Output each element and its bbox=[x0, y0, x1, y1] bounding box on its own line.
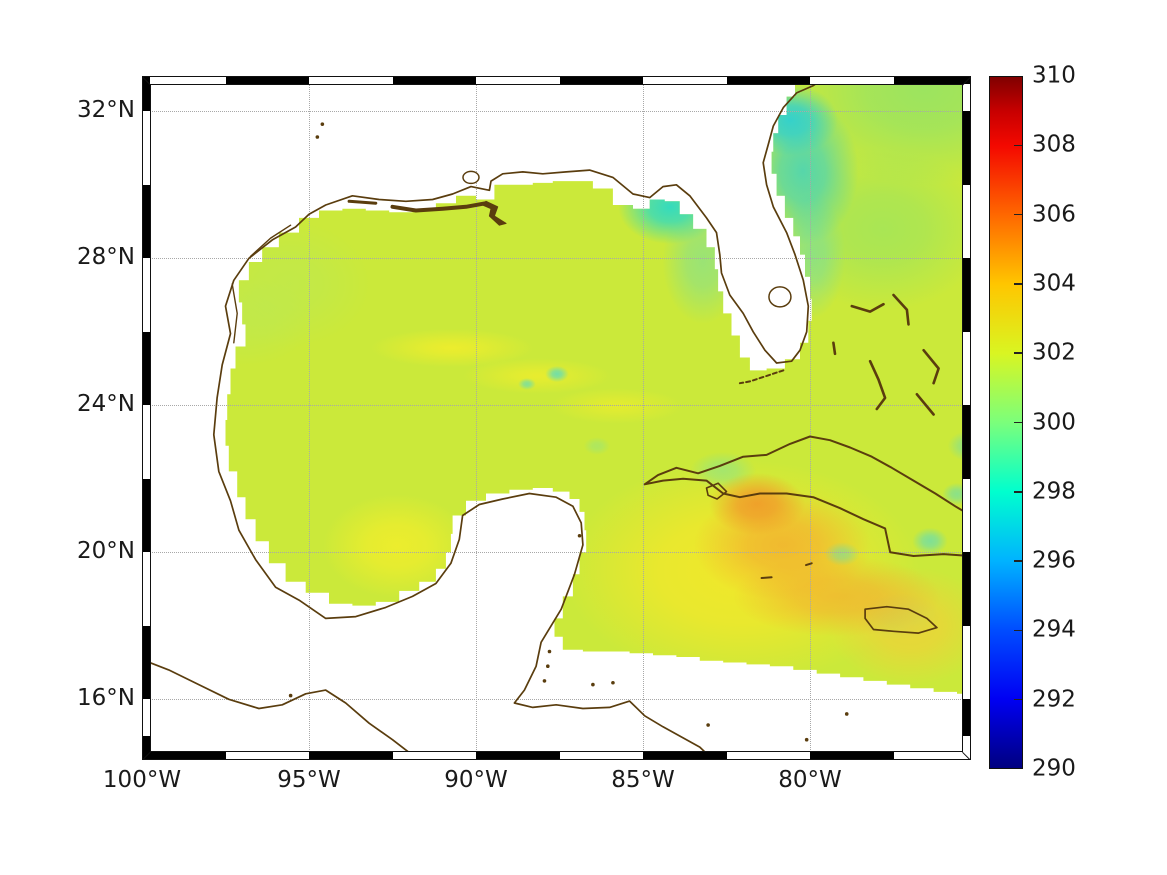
lon-tick-label: 90°W bbox=[444, 767, 508, 793]
coastline-bahamas-island bbox=[832, 341, 837, 356]
colorbar-tickmark bbox=[1014, 213, 1022, 216]
coastline-cayman-islands bbox=[805, 562, 813, 567]
lat-tick-label: 16°N bbox=[77, 685, 135, 712]
islet-dot bbox=[611, 680, 615, 685]
islet-dot bbox=[706, 723, 710, 727]
colorbar-tickmark bbox=[1014, 421, 1022, 424]
islet-dot bbox=[546, 664, 550, 669]
coastline-jamaica bbox=[864, 605, 938, 634]
colorbar-tick-label: 290 bbox=[1032, 755, 1076, 782]
colorbar-tick-label: 302 bbox=[1032, 339, 1076, 366]
colorbar-tick-label: 298 bbox=[1032, 478, 1076, 505]
coastline-gulf-atlantic bbox=[212, 76, 830, 760]
colorbar-tickmark bbox=[1014, 491, 1022, 493]
colorbar-tick-label: 296 bbox=[1032, 547, 1076, 574]
coastline-isla-juventud bbox=[705, 482, 728, 500]
coastline-bahamas-island bbox=[892, 293, 910, 326]
colorbar-tickmark bbox=[1014, 629, 1022, 632]
lon-tick-label: 95°W bbox=[277, 767, 341, 793]
coastline-bahamas-island bbox=[922, 348, 940, 385]
map-plot bbox=[142, 76, 971, 760]
coastline-louisiana-marsh bbox=[390, 201, 488, 213]
lon-tick-label: 85°W bbox=[611, 767, 675, 793]
lake-pontchartrain bbox=[462, 170, 480, 185]
lat-tick-label: 32°N bbox=[77, 97, 135, 124]
lat-tick-label: 20°N bbox=[77, 538, 135, 565]
colorbar-tickmark bbox=[1014, 283, 1022, 285]
islet-dot bbox=[288, 693, 293, 698]
coastline-bahamas-island bbox=[915, 393, 935, 416]
coastline-pacific-mexico bbox=[142, 658, 421, 760]
islet-dot bbox=[547, 649, 552, 654]
colorbar-tickmark bbox=[1014, 352, 1022, 354]
colorbar-tick-label: 304 bbox=[1032, 270, 1076, 297]
coastlines-layer bbox=[142, 76, 971, 760]
lat-tick-label: 28°N bbox=[77, 244, 135, 271]
coastline-florida-keys bbox=[738, 369, 785, 385]
islet-dot bbox=[591, 682, 595, 687]
islet-dot bbox=[315, 135, 320, 139]
colorbar-tickmark bbox=[1014, 560, 1022, 562]
colorbar-tickmark bbox=[1014, 698, 1022, 701]
coastline-cayman-islands bbox=[760, 576, 773, 579]
islet-dot bbox=[844, 712, 849, 716]
coastline-bahamas-island bbox=[965, 418, 971, 431]
coastline-cuba bbox=[643, 435, 971, 557]
lat-tick-label: 24°N bbox=[77, 391, 135, 418]
islet-dot bbox=[577, 533, 582, 538]
coastline-texas-barrier-islands bbox=[249, 224, 292, 258]
colorbar-tick-label: 294 bbox=[1032, 616, 1076, 643]
lon-tick-label: 80°W bbox=[778, 767, 842, 793]
mississippi-delta bbox=[482, 200, 507, 226]
colorbar-tick-label: 300 bbox=[1032, 408, 1076, 435]
lake-okeechobee bbox=[768, 286, 792, 308]
islet-dot bbox=[804, 737, 809, 742]
colorbar-tick-label: 306 bbox=[1032, 201, 1076, 228]
colorbar-tick-label: 310 bbox=[1032, 62, 1076, 89]
islet-dot bbox=[320, 122, 325, 126]
coastline-bahamas-island bbox=[850, 302, 885, 313]
coastline-texas-barrier-islands bbox=[231, 283, 238, 344]
colorbar-tickmark bbox=[1014, 144, 1022, 147]
coastline-bahamas-island bbox=[868, 359, 887, 411]
colorbar-tick-label: 308 bbox=[1032, 131, 1076, 158]
lon-tick-label: 100°W bbox=[102, 767, 182, 793]
colorbar-tick-label: 292 bbox=[1032, 686, 1076, 713]
islet-dot bbox=[542, 679, 547, 683]
coastline-louisiana-marsh bbox=[347, 199, 378, 205]
